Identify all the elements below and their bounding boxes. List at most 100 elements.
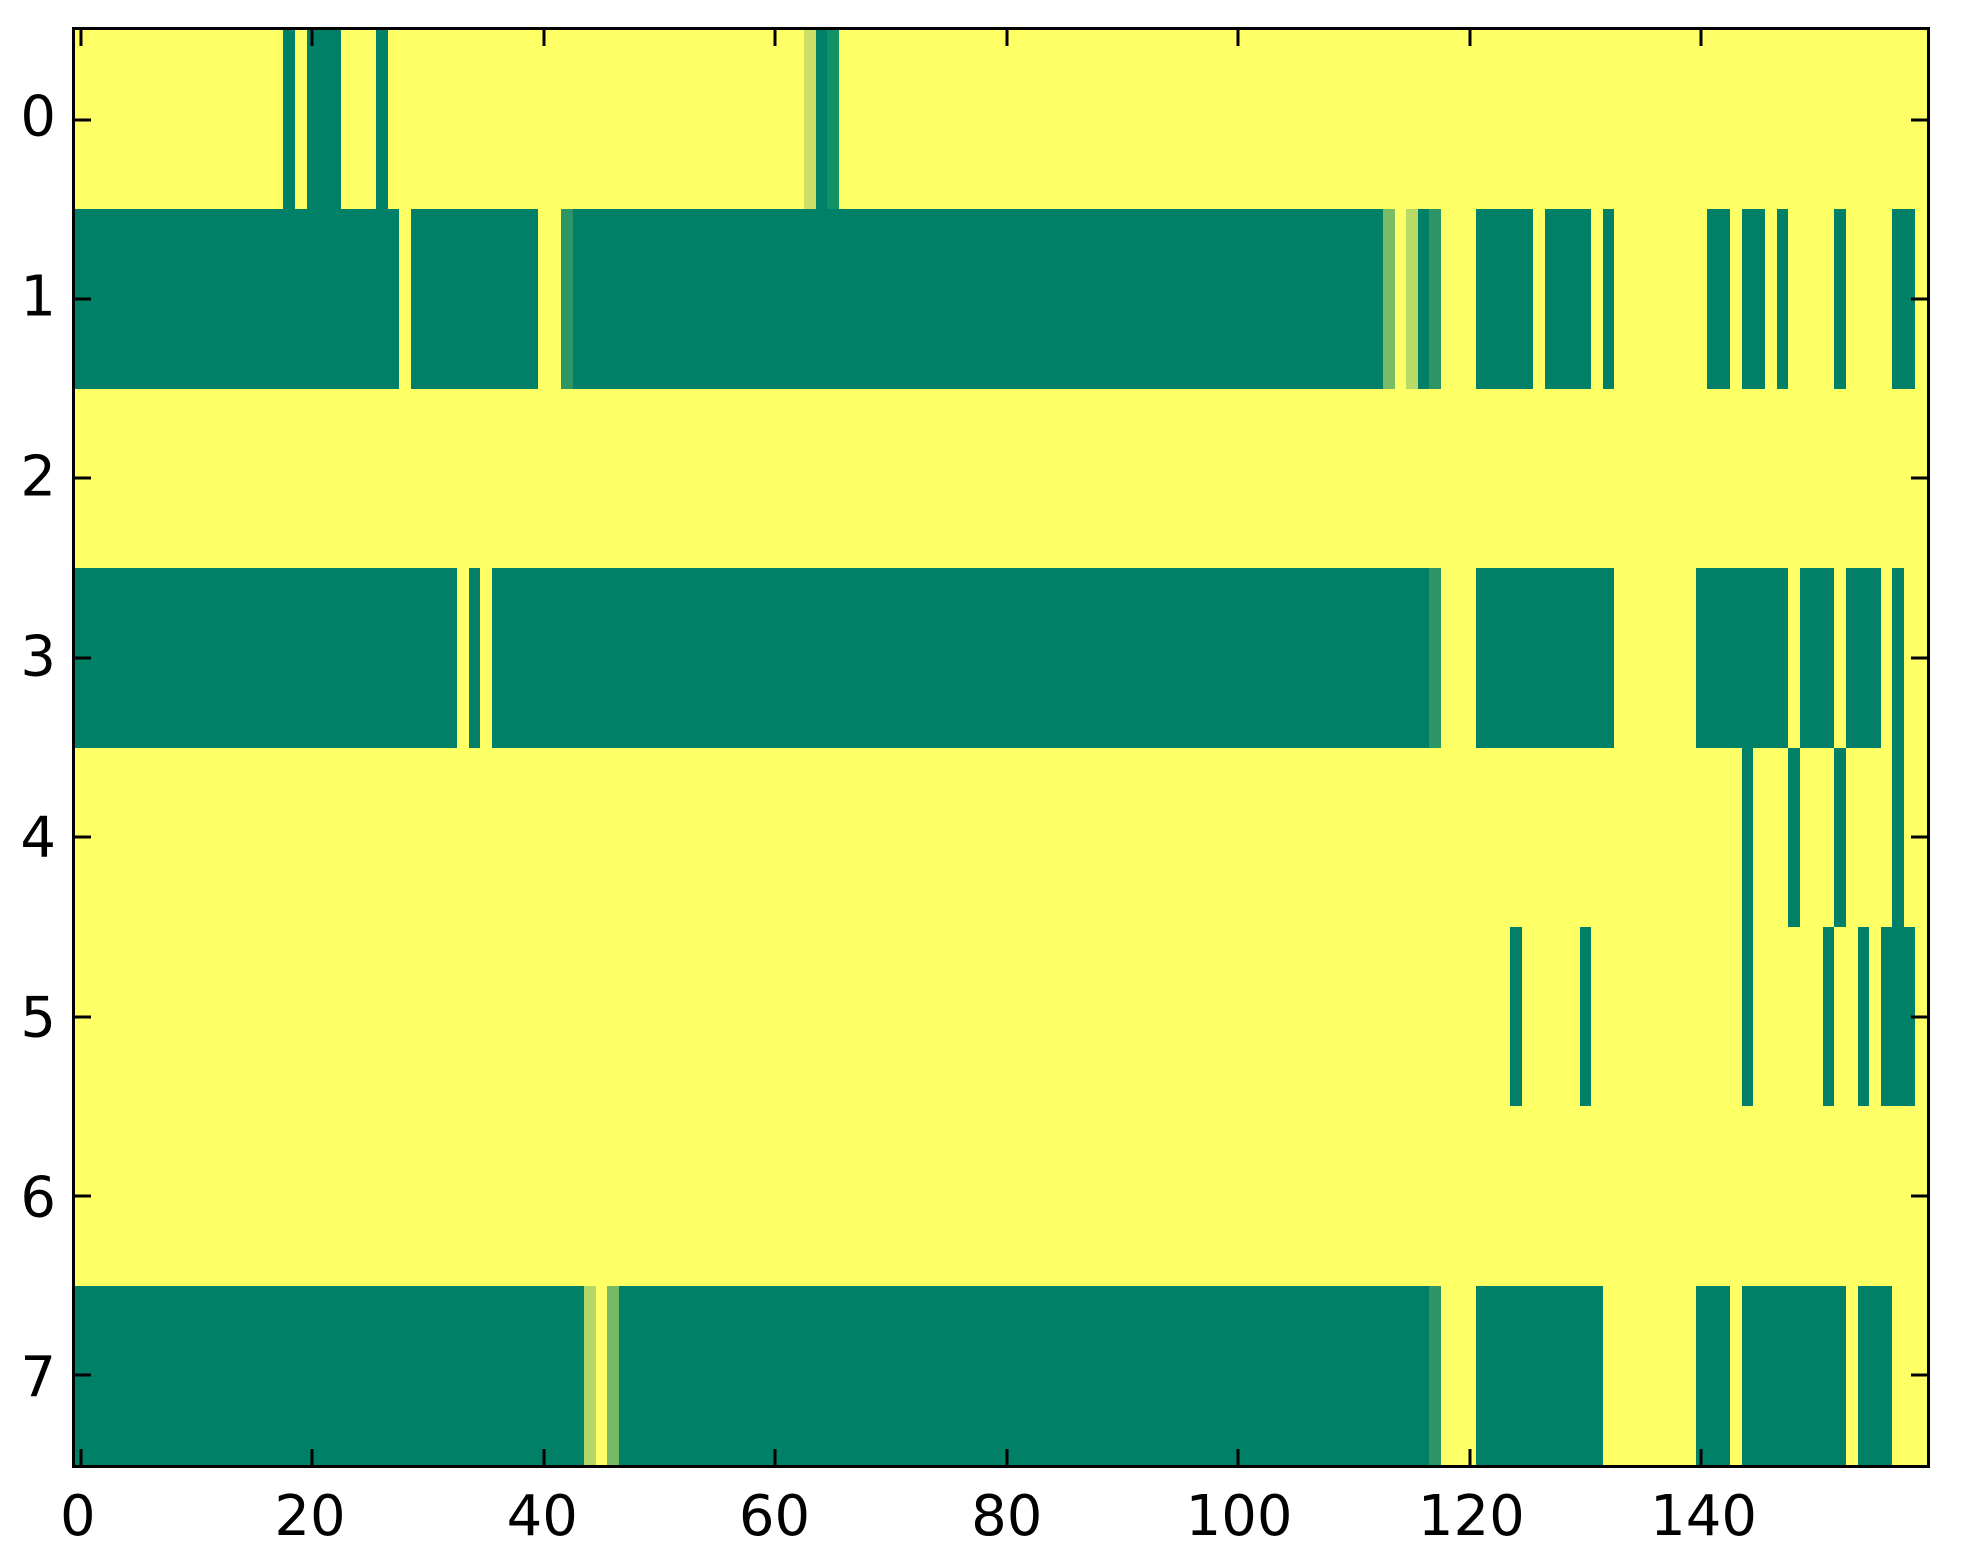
- heatmap-segment: [1880, 926, 1916, 1107]
- heatmap-segment: [1788, 747, 1800, 927]
- heatmap-segment: [1857, 926, 1870, 1107]
- y-tick-label: 0: [20, 84, 56, 150]
- y-tick-label: 7: [20, 1345, 56, 1411]
- y-tick-label: 2: [20, 444, 56, 510]
- heatmap-segment: [584, 1285, 596, 1465]
- right-y-tick: [1911, 1194, 1927, 1198]
- x-tick-label: 60: [738, 1484, 811, 1549]
- heatmap-segment: [815, 30, 828, 210]
- heatmap-row-6: [75, 1106, 1927, 1285]
- heatmap-segment: [1602, 209, 1615, 389]
- left-y-tick: [75, 1194, 91, 1198]
- x-tick-label: 0: [59, 1484, 96, 1549]
- heatmap-segment: [804, 30, 816, 210]
- right-y-tick: [1911, 1373, 1927, 1377]
- left-y-tick: [75, 656, 91, 660]
- left-y-tick: [75, 118, 91, 122]
- bottom-x-tick: [1005, 1449, 1009, 1465]
- heatmap-segment: [1475, 209, 1534, 389]
- heatmap-segment: [1741, 747, 1754, 927]
- heatmap-segment: [561, 209, 573, 389]
- heatmap-segment: [491, 568, 1430, 748]
- heatmap-segment: [1429, 568, 1441, 748]
- heatmap-segment: [75, 209, 400, 389]
- heatmap-segment: [1834, 209, 1846, 389]
- top-x-tick: [773, 30, 777, 46]
- heatmap-row-1: [75, 209, 1927, 389]
- heatmap-segment: [306, 30, 342, 210]
- heatmap-segment: [607, 1285, 619, 1465]
- heatmap-segment: [1510, 926, 1522, 1107]
- bottom-x-tick: [1236, 1449, 1240, 1465]
- y-tick-label: 1: [20, 264, 56, 330]
- left-y-tick: [75, 1373, 91, 1377]
- heatmap-segment: [1892, 747, 1904, 927]
- right-y-tick: [1911, 476, 1927, 480]
- heatmap-segment: [1695, 1285, 1731, 1465]
- heatmap-segment: [283, 30, 295, 210]
- right-y-tick: [1911, 1015, 1927, 1019]
- left-y-tick: [75, 1015, 91, 1019]
- heatmap-segment: [1834, 747, 1846, 927]
- heatmap-segment: [1776, 209, 1789, 389]
- left-y-tick: [75, 476, 91, 480]
- top-x-tick: [310, 30, 314, 46]
- heatmap-segment: [1579, 926, 1592, 1107]
- heatmap-segment: [1545, 209, 1592, 389]
- top-x-tick: [79, 30, 83, 46]
- y-tick-label: 5: [20, 985, 56, 1051]
- heatmap-segment: [1417, 209, 1430, 389]
- x-tick-label: 140: [1650, 1484, 1757, 1549]
- heatmap-segment: [1406, 209, 1418, 389]
- heatmap-segment: [75, 1285, 585, 1465]
- heatmap-segment: [375, 30, 388, 210]
- heatmap-segment: [1799, 568, 1835, 748]
- x-tick-label: 100: [1185, 1484, 1293, 1549]
- heatmap-segment: [1892, 209, 1916, 389]
- right-y-tick: [1911, 118, 1927, 122]
- bottom-x-tick: [1468, 1449, 1472, 1465]
- x-tick-label: 40: [506, 1484, 578, 1549]
- heatmap-segment: [75, 568, 457, 748]
- heatmap-segment: [1892, 568, 1904, 748]
- x-tick-label: 80: [971, 1484, 1043, 1549]
- top-x-tick: [1699, 30, 1703, 46]
- heatmap-row-0: [75, 30, 1927, 210]
- top-x-tick: [542, 30, 546, 46]
- left-y-tick: [75, 297, 91, 301]
- bottom-x-tick: [310, 1449, 314, 1465]
- heatmap-row-4: [75, 747, 1927, 927]
- y-tick-label: 6: [20, 1165, 56, 1231]
- y-tick-label: 3: [20, 624, 56, 690]
- heatmap-row-5: [75, 926, 1927, 1107]
- heatmap-segment: [1741, 926, 1754, 1107]
- heatmap-segment: [1707, 209, 1731, 389]
- heatmap-row-7: [75, 1285, 1927, 1465]
- heatmap-segment: [1857, 1285, 1893, 1465]
- heatmap-segment: [1822, 926, 1835, 1107]
- bottom-x-tick: [773, 1449, 777, 1465]
- bottom-x-tick: [79, 1449, 83, 1465]
- heatmap-row-2: [75, 389, 1927, 568]
- heatmap-segment: [1741, 209, 1765, 389]
- heatmap-plot: [72, 27, 1930, 1468]
- top-x-tick: [1236, 30, 1240, 46]
- bottom-x-tick: [542, 1449, 546, 1465]
- heatmap-segment: [410, 209, 538, 389]
- right-y-tick: [1911, 297, 1927, 301]
- heatmap-segment: [619, 1285, 1430, 1465]
- top-x-tick: [1468, 30, 1472, 46]
- heatmap-segment: [468, 568, 481, 748]
- heatmap-segment: [1429, 209, 1441, 389]
- heatmap-segment: [1429, 1285, 1441, 1465]
- top-x-tick: [1005, 30, 1009, 46]
- heatmap-segment: [1695, 568, 1789, 748]
- heatmap-segment: [572, 209, 1383, 389]
- heatmap-segment: [827, 30, 839, 210]
- heatmap-segment: [1741, 1285, 1846, 1465]
- y-tick-label: 4: [20, 805, 56, 871]
- x-tick-label: 20: [274, 1484, 346, 1549]
- heatmap-segment: [1382, 209, 1395, 389]
- x-tick-label: 120: [1417, 1484, 1525, 1549]
